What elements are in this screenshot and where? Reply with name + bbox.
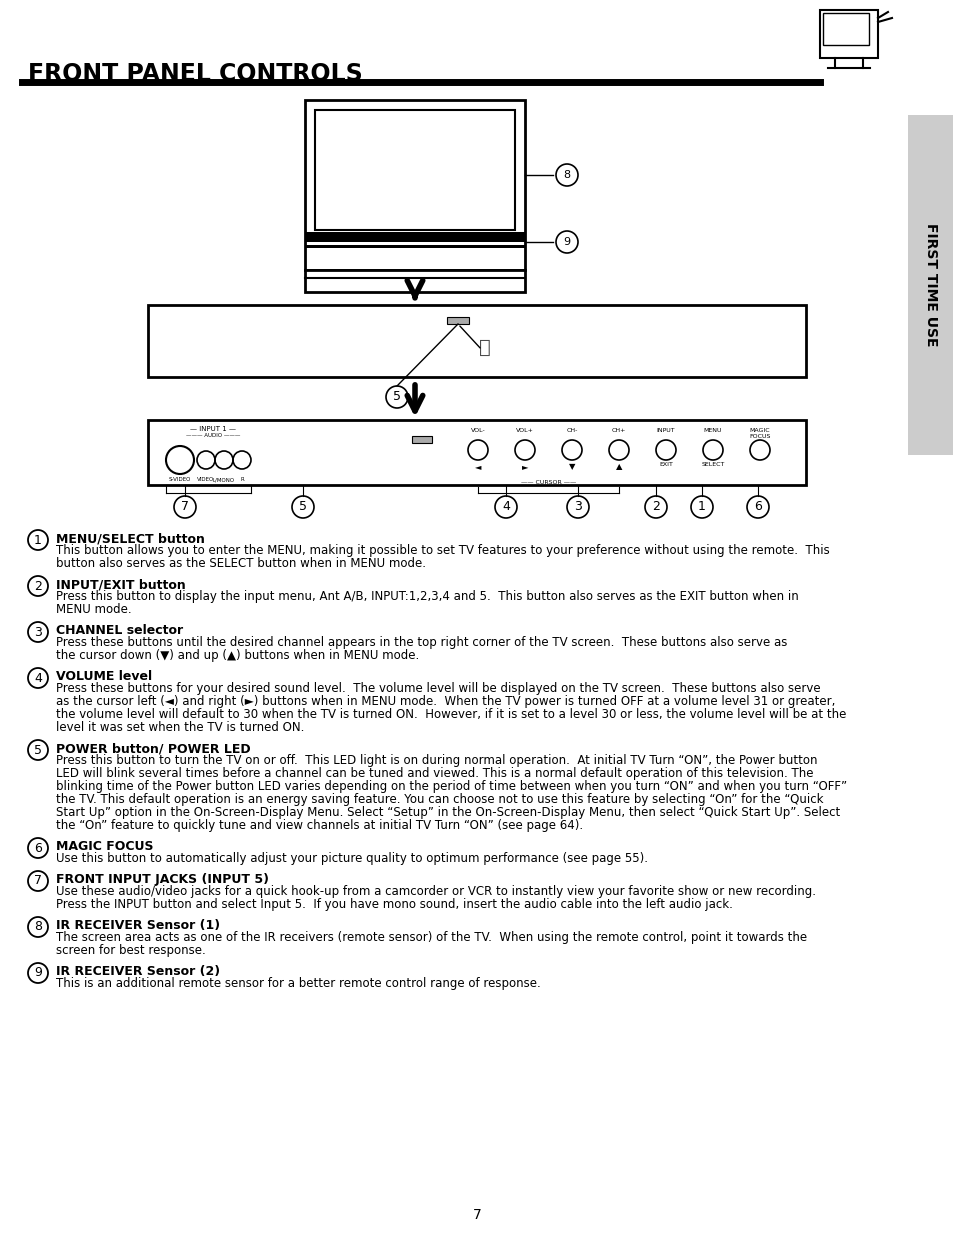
Bar (822, 14, 868, 44)
Text: 4: 4 (501, 500, 510, 514)
Text: 1: 1 (698, 500, 705, 514)
Text: 3: 3 (34, 625, 42, 638)
Text: CHANNEL selector: CHANNEL selector (56, 624, 183, 637)
Text: 5: 5 (34, 743, 42, 757)
Text: S-VIDEO: S-VIDEO (169, 477, 191, 482)
Text: CH-: CH- (566, 429, 578, 433)
Text: 8: 8 (34, 920, 42, 934)
Text: Press the INPUT button and select Input 5.  If you have mono sound, insert the a: Press the INPUT button and select Input … (56, 898, 732, 911)
Text: blinking time of the Power button LED varies depending on the period of time bet: blinking time of the Power button LED va… (56, 781, 846, 793)
Text: VOLUME level: VOLUME level (56, 671, 152, 683)
Text: the cursor down (▼) and up (▲) buttons when in MENU mode.: the cursor down (▼) and up (▲) buttons w… (56, 650, 418, 662)
Text: ✋: ✋ (478, 337, 491, 357)
Bar (305, 232, 524, 242)
Text: button also serves as the SELECT button when in MENU mode.: button also serves as the SELECT button … (56, 557, 426, 571)
Bar (820, 10, 877, 58)
Text: FIRST TIME USE: FIRST TIME USE (923, 224, 937, 347)
Text: IR RECEIVER Sensor (1): IR RECEIVER Sensor (1) (56, 919, 220, 932)
Text: MENU/SELECT button: MENU/SELECT button (56, 532, 205, 545)
Bar (412, 436, 432, 443)
Text: 5: 5 (393, 390, 400, 404)
Text: MENU: MENU (703, 429, 721, 433)
Text: Start Up” option in the On-Screen-Display Menu. Select “Setup” in the On-Screen-: Start Up” option in the On-Screen-Displa… (56, 806, 840, 819)
Text: 7: 7 (181, 500, 189, 514)
Text: 3: 3 (574, 500, 581, 514)
Text: L/MONO: L/MONO (213, 477, 234, 482)
Text: 2: 2 (34, 579, 42, 593)
Text: as the cursor left (◄) and right (►) buttons when in MENU mode.  When the TV pow: as the cursor left (◄) and right (►) but… (56, 695, 835, 708)
Text: MAGIC
FOCUS: MAGIC FOCUS (748, 429, 770, 438)
Text: the volume level will default to 30 when the TV is turned ON.  However, if it is: the volume level will default to 30 when… (56, 708, 845, 721)
Text: MENU mode.: MENU mode. (56, 603, 132, 616)
Text: the “On” feature to quickly tune and view channels at initial TV Turn “ON” (see : the “On” feature to quickly tune and vie… (56, 819, 582, 832)
Text: VIDEO: VIDEO (197, 477, 214, 482)
Text: SELECT: SELECT (700, 462, 724, 467)
Text: 6: 6 (753, 500, 761, 514)
Text: 9: 9 (563, 237, 570, 247)
Text: 5: 5 (298, 500, 307, 514)
Text: CH+: CH+ (611, 429, 625, 433)
Bar (447, 317, 469, 324)
Text: Press these buttons for your desired sound level.  The volume level will be disp: Press these buttons for your desired sou… (56, 682, 820, 695)
Text: EXIT: EXIT (659, 462, 672, 467)
Text: Press this button to display the input menu, Ant A/B, INPUT:1,2,3,4 and 5.  This: Press this button to display the input m… (56, 590, 798, 603)
Text: VOL+: VOL+ (516, 429, 534, 433)
Text: — INPUT 1 —: — INPUT 1 — (190, 426, 235, 432)
Text: 8: 8 (563, 170, 570, 180)
Bar (148, 305, 805, 377)
Bar (907, 115, 953, 454)
Text: ▲: ▲ (615, 462, 621, 471)
Text: ►: ► (521, 462, 528, 471)
Text: 7: 7 (472, 1208, 481, 1221)
Text: ——— AUDIO ———: ——— AUDIO ——— (186, 433, 240, 438)
Text: This button allows you to enter the MENU, making it possible to set TV features : This button allows you to enter the MENU… (56, 543, 829, 557)
Text: Press these buttons until the desired channel appears in the top right corner of: Press these buttons until the desired ch… (56, 636, 786, 650)
Text: R: R (240, 477, 244, 482)
Bar (305, 270, 524, 291)
Text: ◄: ◄ (475, 462, 480, 471)
Text: 9: 9 (34, 967, 42, 979)
Text: FRONT INPUT JACKS (INPUT 5): FRONT INPUT JACKS (INPUT 5) (56, 873, 269, 885)
Text: screen for best response.: screen for best response. (56, 944, 206, 957)
Bar (305, 245, 524, 248)
Text: VOL-: VOL- (470, 429, 485, 433)
Text: Use these audio/video jacks for a quick hook-up from a camcorder or VCR to insta: Use these audio/video jacks for a quick … (56, 885, 815, 898)
Text: 6: 6 (34, 841, 42, 855)
Text: LED will blink several times before a channel can be tuned and viewed. This is a: LED will blink several times before a ch… (56, 767, 813, 781)
Text: Use this button to automatically adjust your picture quality to optimum performa: Use this button to automatically adjust … (56, 852, 647, 864)
Text: INPUT: INPUT (656, 429, 675, 433)
Bar (305, 100, 524, 270)
Text: This is an additional remote sensor for a better remote control range of respons: This is an additional remote sensor for … (56, 977, 540, 990)
Text: 4: 4 (34, 672, 42, 684)
Text: the TV. This default operation is an energy saving feature. You can choose not t: the TV. This default operation is an ene… (56, 793, 822, 806)
Text: MAGIC FOCUS: MAGIC FOCUS (56, 840, 153, 853)
Text: IR RECEIVER Sensor (2): IR RECEIVER Sensor (2) (56, 965, 220, 978)
Text: 7: 7 (34, 874, 42, 888)
Text: INPUT/EXIT button: INPUT/EXIT button (56, 578, 186, 592)
Text: —— CURSOR ——: —— CURSOR —— (520, 480, 576, 485)
Text: POWER button/ POWER LED: POWER button/ POWER LED (56, 742, 251, 755)
Text: 1: 1 (34, 534, 42, 547)
Text: Press this button to turn the TV on or off.  This LED light is on during normal : Press this button to turn the TV on or o… (56, 755, 817, 767)
Text: FRONT PANEL CONTROLS: FRONT PANEL CONTROLS (28, 62, 362, 86)
Text: The screen area acts as one of the IR receivers (remote sensor) of the TV.  When: The screen area acts as one of the IR re… (56, 931, 806, 944)
Bar (314, 110, 515, 230)
Text: ▼: ▼ (568, 462, 575, 471)
Text: level it was set when the TV is turned ON.: level it was set when the TV is turned O… (56, 721, 304, 734)
Bar (148, 420, 805, 485)
Text: 2: 2 (652, 500, 659, 514)
